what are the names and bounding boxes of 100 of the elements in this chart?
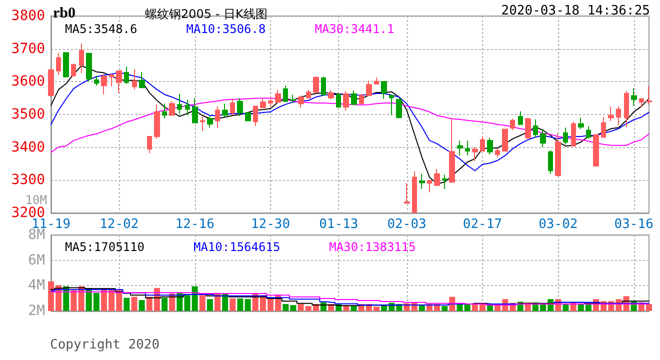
candlestick bbox=[321, 76, 326, 96]
candlestick bbox=[200, 116, 205, 132]
text: 10M bbox=[25, 193, 47, 207]
y-tick-label: 2M bbox=[28, 303, 45, 319]
line-series bbox=[50, 98, 650, 153]
candlestick bbox=[533, 118, 538, 138]
x-tick-label: 02-03 bbox=[387, 217, 426, 232]
candlestick bbox=[631, 88, 637, 106]
candlestick bbox=[359, 93, 364, 104]
y-tick-label: 3700 bbox=[11, 40, 45, 57]
chart-title: rb0 bbox=[53, 6, 76, 22]
candlestick bbox=[215, 106, 220, 128]
candlestick bbox=[169, 100, 175, 116]
candlestick bbox=[639, 98, 644, 108]
candlestick bbox=[396, 98, 402, 119]
annotation: 2020-03-18 14:36:25 bbox=[501, 4, 650, 18]
candlestick bbox=[571, 122, 576, 147]
candlestick bbox=[586, 126, 591, 140]
candlestick bbox=[624, 90, 629, 128]
candlestick bbox=[94, 75, 99, 86]
line-series bbox=[50, 65, 650, 184]
x-tick-label: 12-16 bbox=[175, 217, 214, 232]
candlestick bbox=[71, 63, 76, 77]
candlestick bbox=[328, 89, 334, 100]
line-series bbox=[50, 72, 650, 172]
candlestick bbox=[306, 89, 311, 100]
candlestick bbox=[290, 94, 296, 104]
text: Copyright 2020 bbox=[50, 338, 160, 352]
candlestick bbox=[253, 106, 258, 126]
candlestick bbox=[86, 52, 92, 82]
text: MA30:1383115 bbox=[329, 240, 416, 254]
candlestick bbox=[124, 66, 129, 84]
candlestick bbox=[283, 85, 288, 103]
candlestick bbox=[313, 76, 319, 94]
candlestick bbox=[56, 52, 61, 76]
candlestick bbox=[502, 128, 508, 152]
candlestick bbox=[230, 98, 235, 116]
candlestick bbox=[404, 182, 410, 204]
candlestick bbox=[442, 174, 447, 190]
candlestick bbox=[616, 106, 621, 126]
x-tick-label: 02-17 bbox=[462, 217, 502, 232]
candlestick bbox=[275, 89, 281, 104]
candlestick bbox=[601, 116, 606, 138]
y-tick-label: 3800 bbox=[11, 8, 45, 24]
candlestick bbox=[412, 170, 417, 213]
candlestick bbox=[593, 134, 599, 167]
candlestick bbox=[457, 140, 463, 156]
y-tick-label: 3300 bbox=[11, 172, 45, 188]
candlestick bbox=[578, 117, 584, 130]
candlestick bbox=[646, 85, 652, 105]
chart-subtitle: 螺纹钢2005 - 日K线图 bbox=[145, 7, 268, 21]
candlestick bbox=[63, 52, 69, 78]
candlestick bbox=[563, 127, 568, 145]
text: MA10:3506.8 bbox=[186, 22, 266, 36]
candlestick bbox=[139, 71, 145, 88]
y-tick-label: 6M bbox=[28, 252, 45, 268]
candlestick bbox=[343, 90, 349, 112]
x-tick-label: 01-13 bbox=[319, 217, 358, 232]
candlestick bbox=[434, 168, 440, 186]
candlestick bbox=[109, 74, 114, 87]
x-tick-label: 12-30 bbox=[250, 217, 290, 232]
candlestick bbox=[185, 99, 190, 116]
candlestick bbox=[268, 96, 273, 108]
y-tick-label: 3500 bbox=[11, 106, 45, 122]
candlestick bbox=[608, 106, 614, 122]
candlestick bbox=[518, 110, 523, 125]
candlestick bbox=[449, 118, 455, 183]
candlestick bbox=[366, 80, 372, 96]
candlestick bbox=[237, 98, 243, 117]
candlestick bbox=[465, 140, 470, 156]
y-tick-label: 3600 bbox=[11, 74, 45, 90]
candlestick bbox=[162, 103, 167, 119]
candlestick bbox=[472, 146, 478, 162]
text: MA5:3548.6 bbox=[65, 22, 138, 36]
candlestick bbox=[177, 93, 182, 114]
candlestick bbox=[427, 180, 432, 193]
y-tick-label: 4M bbox=[28, 278, 45, 294]
candlestick bbox=[495, 148, 500, 158]
candlestick bbox=[487, 137, 493, 156]
text: MA5:1705110 bbox=[65, 240, 144, 254]
candlestick bbox=[555, 132, 561, 176]
candlestick bbox=[419, 173, 425, 190]
x-tick-label: 03-02 bbox=[538, 217, 578, 232]
candlestick bbox=[147, 136, 152, 154]
candlestick bbox=[480, 136, 485, 152]
x-tick-label: 03-16 bbox=[614, 217, 654, 232]
candlestick bbox=[116, 70, 122, 94]
candlestick bbox=[260, 97, 266, 108]
candlestick bbox=[222, 103, 228, 118]
text: MA10:1564615 bbox=[193, 240, 280, 254]
candlestick bbox=[101, 74, 107, 95]
candlestick bbox=[298, 94, 304, 108]
text: MA30:3441.1 bbox=[314, 22, 394, 36]
candlestick bbox=[245, 112, 251, 122]
candlestick bbox=[510, 118, 515, 131]
candlestick bbox=[154, 104, 160, 140]
candlestick bbox=[389, 94, 394, 116]
candlestick bbox=[192, 98, 198, 124]
candlestick bbox=[525, 117, 531, 140]
candlestick bbox=[48, 68, 54, 97]
